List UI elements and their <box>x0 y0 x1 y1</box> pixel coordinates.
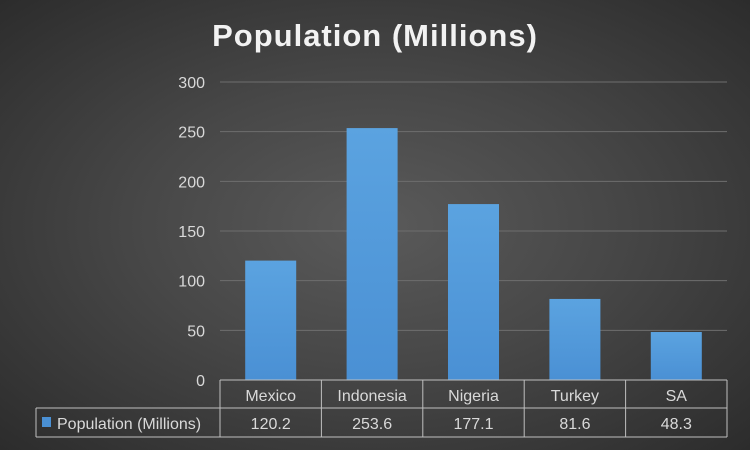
y-tick-label: 150 <box>178 224 205 241</box>
category-label: Indonesia <box>337 388 406 405</box>
data-label: 177.1 <box>453 416 493 433</box>
data-label: 81.6 <box>559 416 590 433</box>
legend-label: Population (Millions) <box>57 416 201 433</box>
y-tick-label: 0 <box>196 373 205 390</box>
y-tick-label: 300 <box>178 75 205 92</box>
category-label: Mexico <box>245 388 296 405</box>
category-label: Turkey <box>551 388 599 405</box>
data-label: 48.3 <box>661 416 692 433</box>
bar-indonesia <box>346 128 398 380</box>
y-tick-label: 100 <box>178 274 205 291</box>
data-label: 253.6 <box>352 416 392 433</box>
data-label: 120.2 <box>251 416 291 433</box>
y-tick-label: 200 <box>178 174 205 191</box>
bar-nigeria <box>448 204 499 380</box>
y-tick-label: 50 <box>187 323 205 340</box>
category-label: Nigeria <box>448 388 499 405</box>
y-tick-label: 250 <box>178 125 205 142</box>
chart-title: Population (Millions) <box>212 18 538 53</box>
bar-mexico <box>245 260 297 380</box>
bar-sa <box>650 332 702 380</box>
legend-key-icon <box>42 417 51 427</box>
category-label: SA <box>666 388 688 405</box>
bar-turkey <box>549 298 601 380</box>
